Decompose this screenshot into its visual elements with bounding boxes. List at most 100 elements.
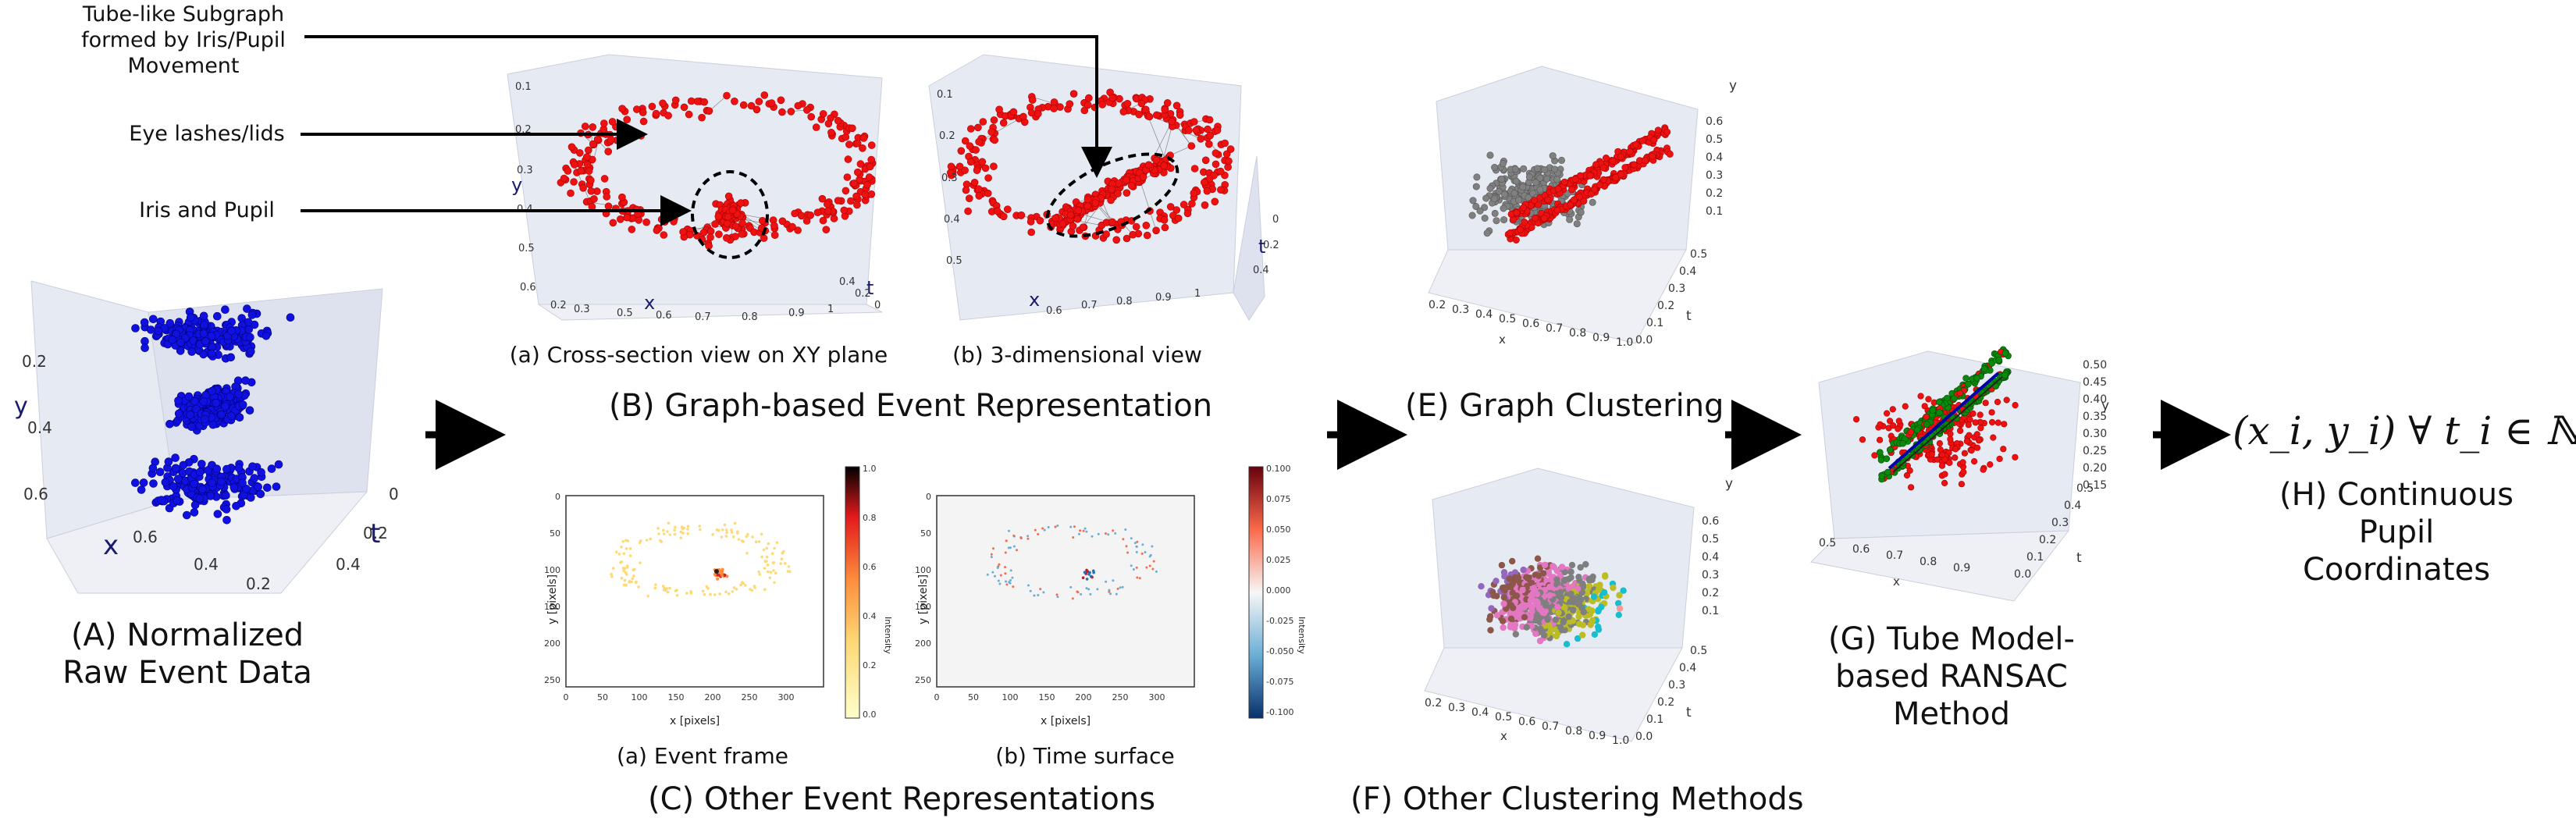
event-point <box>1123 235 1130 242</box>
event-point <box>1487 627 1493 633</box>
event-point <box>248 463 256 471</box>
event-point <box>656 527 660 530</box>
event-point <box>769 577 772 580</box>
event-point <box>1884 469 1891 475</box>
event-point <box>222 403 229 411</box>
event-point <box>1180 201 1187 208</box>
event-point <box>724 220 731 227</box>
event-point <box>714 569 719 574</box>
event-point <box>196 495 204 503</box>
event-point <box>1501 191 1507 197</box>
tick-label: 0.5 <box>1819 537 1836 549</box>
event-point <box>1487 185 1493 191</box>
tick-label: 0.7 <box>1546 322 1563 335</box>
event-point <box>1056 525 1059 527</box>
event-point <box>1018 212 1025 219</box>
tick-label: 0.4 <box>1702 551 1719 564</box>
event-point <box>1509 589 1515 596</box>
event-point <box>633 106 640 113</box>
event-point <box>1136 577 1138 579</box>
event-point <box>1016 549 1018 551</box>
event-point <box>724 92 731 99</box>
event-point <box>1069 222 1076 229</box>
event-point <box>724 213 731 220</box>
event-point <box>1557 624 1564 631</box>
event-point <box>1663 129 1670 135</box>
event-point <box>1133 568 1135 571</box>
event-point <box>735 588 738 591</box>
event-point <box>868 142 875 149</box>
event-point <box>1034 529 1037 532</box>
event-point <box>1072 597 1074 599</box>
event-point <box>653 110 660 117</box>
event-point <box>1085 531 1087 533</box>
event-point <box>1963 375 1969 382</box>
event-point <box>660 540 664 543</box>
event-point <box>1572 176 1578 183</box>
event-point <box>1558 157 1564 163</box>
event-point <box>1087 588 1090 590</box>
tick-label: 0 <box>555 492 560 502</box>
event-point <box>760 533 763 536</box>
event-point <box>1957 390 1963 397</box>
event-point <box>716 528 719 532</box>
event-point <box>2001 446 2007 452</box>
event-point <box>568 190 575 197</box>
event-point <box>690 592 693 595</box>
event-point <box>158 496 165 504</box>
event-point <box>217 478 225 485</box>
event-point <box>788 565 791 568</box>
caption-g: (G) Tube Model-based RANSAC Method <box>1803 621 2100 733</box>
event-point <box>1092 571 1095 574</box>
event-point <box>257 490 265 498</box>
tick-label: 0.6 <box>23 485 48 503</box>
event-point <box>1517 226 1524 233</box>
tick-label: 0 <box>874 300 881 311</box>
event-point <box>623 584 626 587</box>
event-point <box>576 149 583 156</box>
event-point <box>991 556 993 558</box>
event-point <box>1501 594 1507 600</box>
event-point <box>1162 106 1169 113</box>
event-point <box>685 111 692 118</box>
event-point <box>155 327 162 335</box>
event-point <box>1009 546 1012 549</box>
event-point <box>1545 617 1551 623</box>
event-point <box>258 468 265 476</box>
event-point <box>1167 203 1174 210</box>
event-point <box>141 344 149 352</box>
event-point <box>774 571 777 574</box>
event-point <box>991 137 998 144</box>
event-point <box>1206 116 1213 123</box>
event-point <box>1971 458 1977 464</box>
event-point <box>187 411 194 418</box>
event-point <box>671 218 678 225</box>
event-point <box>1511 190 1517 196</box>
event-point <box>643 219 650 226</box>
event-point <box>998 583 1001 585</box>
tick-label: 0.6 <box>1702 515 1719 528</box>
tick-label: 0.4 <box>1679 265 1696 278</box>
event-point <box>751 535 754 539</box>
event-point <box>1948 431 1954 437</box>
axis-label-x: x <box>1499 333 1506 347</box>
tick-label: 100 <box>915 565 931 575</box>
axis-label-x-pixels: x [pixels] <box>670 715 720 727</box>
event-point <box>1130 537 1133 539</box>
event-point <box>779 218 786 225</box>
event-point <box>228 327 236 335</box>
event-point <box>1112 529 1114 532</box>
event-point <box>808 113 815 120</box>
tick-label: 0.2 <box>1425 697 1442 710</box>
axis-label-y: y <box>14 393 28 420</box>
event-point <box>190 397 198 405</box>
event-point <box>770 222 777 229</box>
event-point <box>1908 485 1914 491</box>
event-point <box>1602 572 1608 578</box>
event-point <box>767 564 770 567</box>
event-point <box>1204 187 1211 194</box>
event-point <box>1601 589 1607 596</box>
event-point <box>868 156 875 163</box>
tick-label: 0.3 <box>1452 304 1469 316</box>
